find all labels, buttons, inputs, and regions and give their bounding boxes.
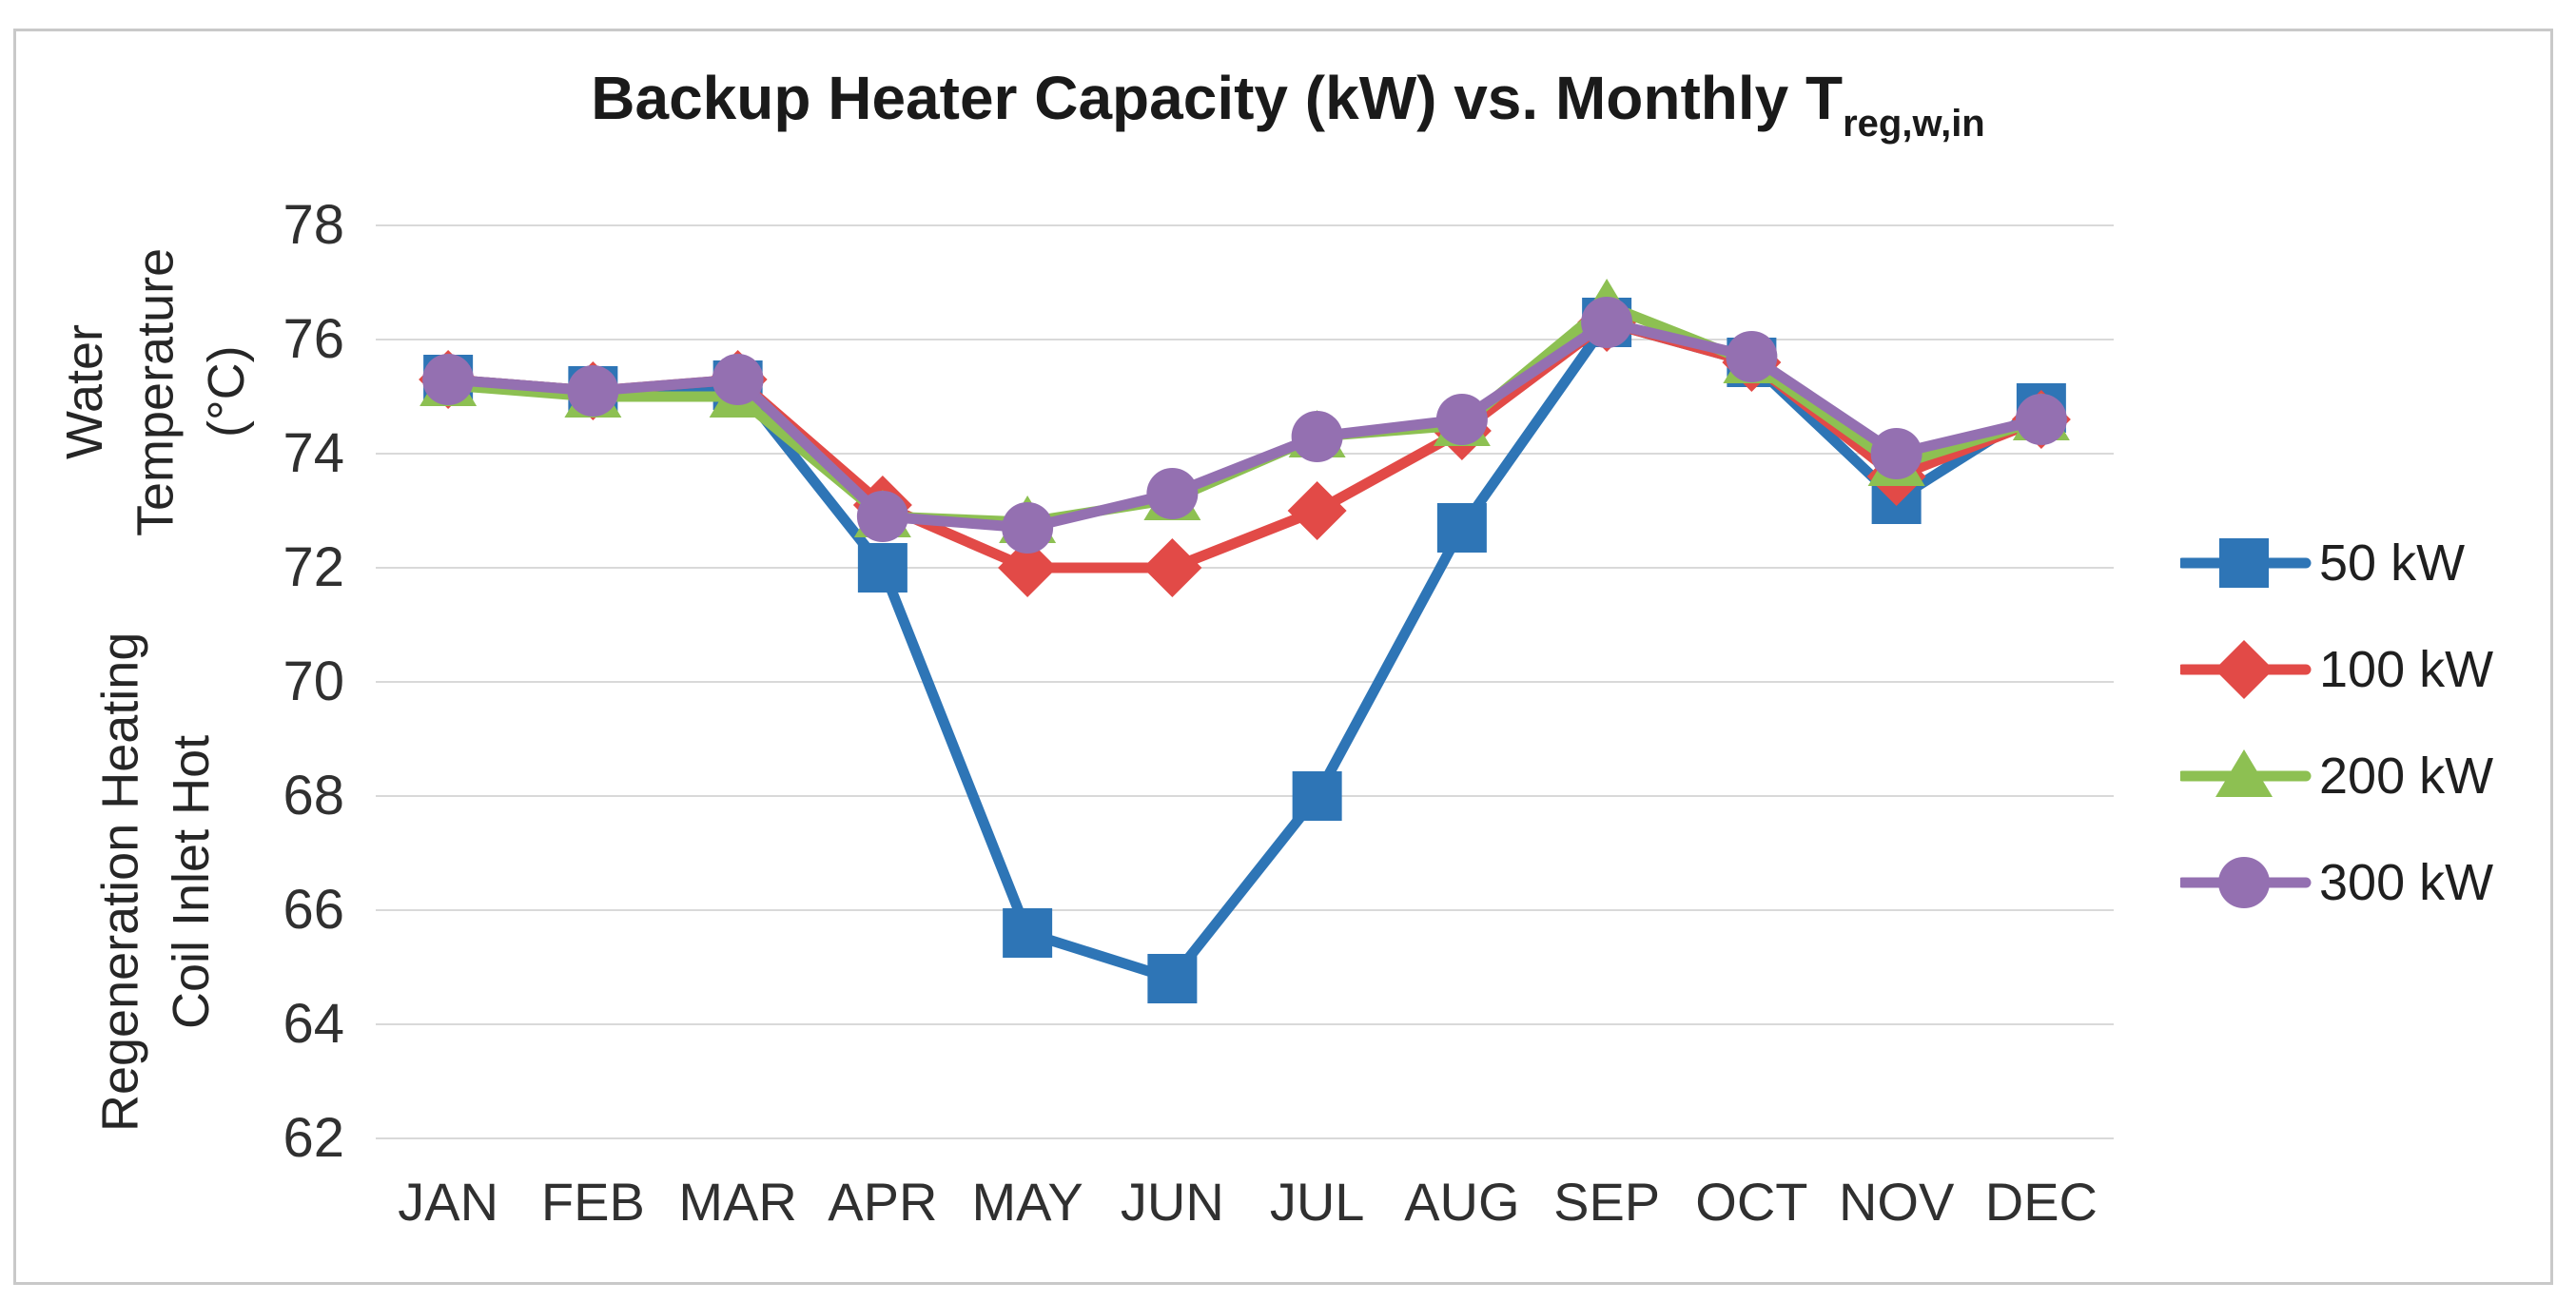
x-tick-label-apr: APR	[828, 1172, 938, 1232]
marker-100-kw	[1287, 481, 1347, 540]
marker-100-kw	[1142, 538, 1202, 597]
y-tick-label-78: 78	[283, 194, 344, 256]
marker-300-kw	[1002, 502, 1054, 554]
x-tick-label-feb: FEB	[540, 1172, 645, 1232]
marker-300-kw	[712, 354, 764, 405]
chart-title-text: Backup Heater Capacity (kW) vs. Monthly …	[591, 64, 1844, 132]
marker-100-kw	[998, 538, 1058, 597]
legend-item-300-kw: 300 kW	[2180, 829, 2493, 936]
x-tick-label-may: MAY	[971, 1172, 1083, 1232]
legend-marker-100-kw	[2180, 640, 2312, 699]
legend-label-50-kw: 50 kW	[2319, 534, 2466, 592]
marker-200-kw	[2215, 749, 2273, 797]
marker-300-kw	[422, 354, 475, 405]
marker-50-kw	[2219, 538, 2269, 588]
legend-marker-200-kw	[2180, 749, 2312, 797]
marker-300-kw	[1726, 331, 1778, 382]
x-tick-label-sep: SEP	[1553, 1172, 1661, 1232]
x-tick-label-mar: MAR	[678, 1172, 797, 1232]
x-tick-label-jun: JUN	[1120, 1172, 1224, 1232]
marker-300-kw	[1291, 411, 1343, 462]
legend-item-100-kw: 100 kW	[2180, 616, 2493, 723]
series-line-50-kw	[442, 317, 2047, 984]
marker-300-kw	[1435, 394, 1488, 445]
y-tick-label-72: 72	[283, 536, 344, 598]
legend: 50 kW 100 kW 200 kW 300 kW	[2180, 510, 2493, 936]
marker-300-kw	[567, 365, 619, 417]
x-tick-label-oct: OCT	[1695, 1172, 1808, 1232]
y-tick-label-64: 64	[283, 993, 344, 1055]
marker-300-kw	[1581, 297, 1633, 348]
y-tick-label-70: 70	[283, 651, 344, 712]
x-tick-label-jan: JAN	[398, 1172, 499, 1232]
legend-item-50-kw: 50 kW	[2180, 510, 2493, 616]
y-axis-title-line1: Regeneration Heating Coil Inlet Hot	[91, 632, 220, 1132]
series-line-300-kw	[442, 317, 2047, 534]
y-tick-label-62: 62	[283, 1107, 344, 1169]
x-tick-label-nov: NOV	[1838, 1172, 1955, 1232]
marker-300-kw	[2218, 857, 2270, 908]
y-tick-label-66: 66	[283, 879, 344, 941]
legend-item-200-kw: 200 kW	[2180, 723, 2493, 829]
marker-50-kw	[1003, 908, 1053, 958]
legend-label-100-kw: 100 kW	[2319, 641, 2494, 698]
series-line-100-kw	[442, 317, 2047, 573]
legend-marker-50-kw	[2180, 538, 2312, 588]
chart-title-subscript: reg,w,in	[1843, 103, 1985, 145]
x-tick-label-jul: JUL	[1269, 1172, 1365, 1232]
x-tick-label-dec: DEC	[1984, 1172, 2098, 1232]
chart-title: Backup Heater Capacity (kW) vs. Monthly …	[0, 63, 2576, 146]
legend-marker-300-kw	[2180, 857, 2312, 908]
y-tick-label-74: 74	[283, 422, 344, 484]
y-tick-label-68: 68	[283, 765, 344, 826]
marker-100-kw	[2215, 640, 2274, 699]
marker-50-kw	[1147, 954, 1198, 1003]
marker-300-kw	[1870, 428, 1922, 479]
y-tick-label-76: 76	[283, 308, 344, 370]
marker-50-kw	[1292, 771, 1342, 821]
marker-300-kw	[2015, 394, 2067, 445]
marker-300-kw	[856, 491, 908, 542]
marker-50-kw	[1436, 503, 1487, 553]
legend-label-200-kw: 200 kW	[2319, 748, 2494, 805]
marker-50-kw	[857, 543, 907, 593]
x-tick-label-aug: AUG	[1404, 1172, 1520, 1232]
marker-300-kw	[1146, 468, 1199, 519]
legend-label-300-kw: 300 kW	[2319, 854, 2494, 911]
